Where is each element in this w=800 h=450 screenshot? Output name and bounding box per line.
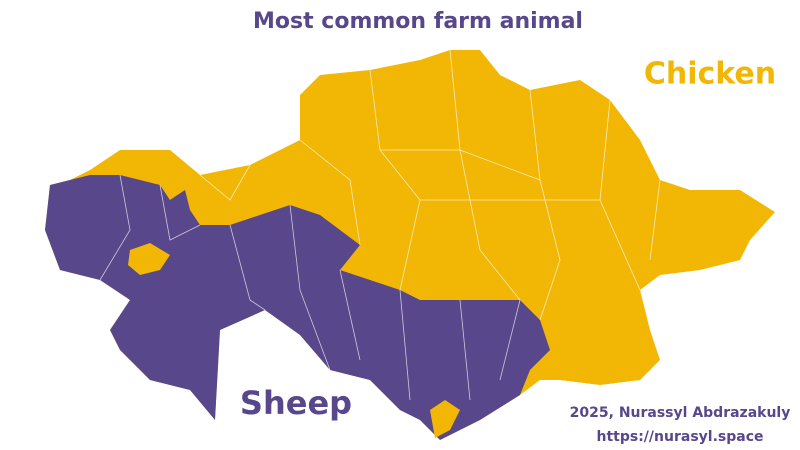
region-borders bbox=[99, 49, 661, 401]
chicken-region bbox=[128, 243, 170, 275]
credit: 2025, Nurassyl Abdrazakuly bbox=[570, 405, 791, 421]
sheep-region bbox=[45, 175, 550, 440]
chicken-region bbox=[430, 400, 460, 438]
credit: https://nurasyl.space bbox=[597, 429, 764, 445]
map-title: Most common farm animal bbox=[253, 9, 583, 34]
region-label: Chicken bbox=[644, 57, 776, 92]
region-label: Sheep bbox=[240, 384, 352, 422]
